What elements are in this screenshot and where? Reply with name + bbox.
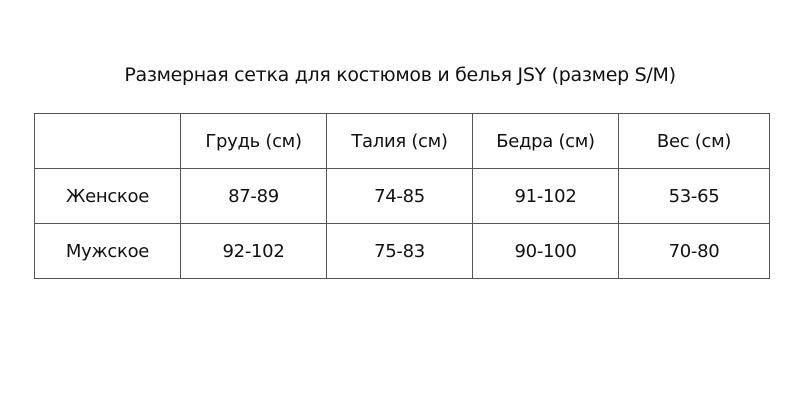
header-cell: Бедра (см) [472,113,619,169]
table-row: Женское 87-89 74-85 91-102 53-65 [34,168,770,224]
row-label: Мужское [34,223,181,279]
size-table: Грудь (см) Талия (см) Бедра (см) Вес (см… [34,113,770,279]
header-cell: Вес (см) [618,113,770,169]
table-cell: 87-89 [180,168,327,224]
table-cell: 91-102 [472,168,619,224]
table-cell: 90-100 [472,223,619,279]
page-title: Размерная сетка для костюмов и белья JSY… [124,64,676,86]
table-cell: 75-83 [326,223,473,279]
row-label: Женское [34,168,181,224]
table-cell: 74-85 [326,168,473,224]
table-cell: 53-65 [618,168,770,224]
table-cell: 70-80 [618,223,770,279]
header-cell [34,113,181,169]
header-cell: Талия (см) [326,113,473,169]
table-cell: 92-102 [180,223,327,279]
table-header-row: Грудь (см) Талия (см) Бедра (см) Вес (см… [34,113,770,169]
table-row: Мужское 92-102 75-83 90-100 70-80 [34,223,770,279]
header-cell: Грудь (см) [180,113,327,169]
